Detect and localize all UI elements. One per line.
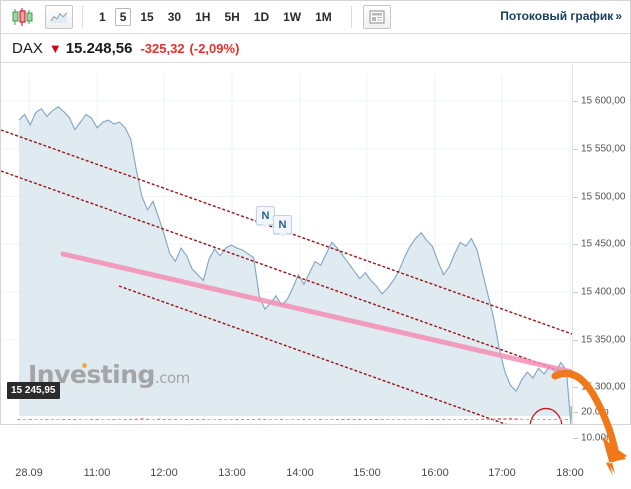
toolbar-divider-2 (350, 6, 352, 28)
last-price: 15.248,56 (65, 39, 133, 57)
price-tick (573, 387, 578, 389)
current-price-tag: 15 245,95 (7, 382, 60, 399)
price-tick (573, 148, 578, 150)
timeframe-1[interactable]: 1 (99, 10, 106, 24)
price-tick-label: 15 550,00 (581, 143, 626, 155)
line-chart-icon[interactable] (45, 5, 73, 29)
streaming-chart-link[interactable]: Потоковый график» (500, 9, 622, 23)
timeframe-1h[interactable]: 1H (195, 10, 211, 24)
price-axis: 15 600,00 15 550,00 15 500,00 15 450,00 15 4… (572, 64, 631, 444)
price-plot[interactable] (0, 64, 575, 449)
down-arrow-icon: ▼ (48, 40, 62, 56)
price-tick-label: 15 450,00 (581, 238, 626, 250)
volume-tick (573, 412, 578, 413)
percent-change: (-2,09%) (189, 40, 240, 56)
volume-tick-label: 10.00m (581, 432, 615, 444)
timeframe-1d[interactable]: 1D (253, 10, 270, 24)
price-tick-label: 15 300,00 (581, 381, 626, 393)
toolbar-divider-1 (82, 6, 83, 28)
timeframe-5[interactable]: 5 (114, 8, 132, 26)
time-tick-label: 17:00 (488, 467, 516, 479)
timeframe-1w[interactable]: 1W (283, 10, 302, 24)
price-tick-label: 15 400,00 (581, 286, 626, 298)
volume-tick-label: 20.0m (581, 406, 609, 418)
news-list-icon[interactable] (362, 5, 391, 29)
time-tick-label: 16:00 (421, 467, 449, 479)
price-tick (573, 196, 578, 198)
time-tick-label: 13:00 (218, 467, 246, 479)
symbol-label: DAX (12, 39, 43, 57)
price-tick (573, 291, 578, 293)
time-tick-label: 12:00 (150, 467, 178, 479)
price-tick-label: 15 500,00 (581, 191, 626, 202)
timeframe-1m[interactable]: 1M (315, 10, 332, 24)
timeframe-15[interactable]: 15 (140, 10, 154, 24)
time-tick-label: 15:00 (353, 467, 381, 479)
price-tick (573, 339, 578, 341)
price-change: -325,32 (140, 40, 185, 56)
candlestick-icon[interactable] (9, 6, 35, 28)
quote-header: DAX ▼ 15.248,56 -325,32 (-2,09%) (1, 34, 630, 63)
streaming-chart-label: Потоковый график (500, 9, 614, 23)
price-tick (573, 244, 578, 246)
chart-area: Investing.com 15 600,00 15 550,00 15 500,0… (0, 64, 631, 479)
price-plot-svg (0, 74, 575, 449)
investing-chart-widget: 1 5 15 30 1H 5H 1D 1W 1M Потоковый графи… (0, 0, 631, 479)
news-marker-2[interactable]: N (273, 215, 292, 237)
chevron-right-icon: » (615, 9, 622, 23)
timeframe-30[interactable]: 30 (167, 10, 182, 24)
volume-tick (573, 438, 578, 439)
price-tick-label: 15 600,00 (581, 95, 626, 107)
time-tick-label: 14:00 (286, 467, 314, 479)
time-tick-label: 18:00 (556, 467, 584, 479)
time-tick-label: 28.09 (15, 467, 43, 479)
price-tick (573, 101, 578, 103)
chart-toolbar: 1 5 15 30 1H 5H 1D 1W 1M Потоковый графи… (1, 1, 630, 34)
price-tick-label: 15 350,00 (581, 334, 626, 346)
timeframe-5h[interactable]: 5H (224, 10, 240, 24)
time-tick-label: 11:00 (83, 467, 111, 479)
news-marker-1[interactable]: N (256, 206, 275, 228)
